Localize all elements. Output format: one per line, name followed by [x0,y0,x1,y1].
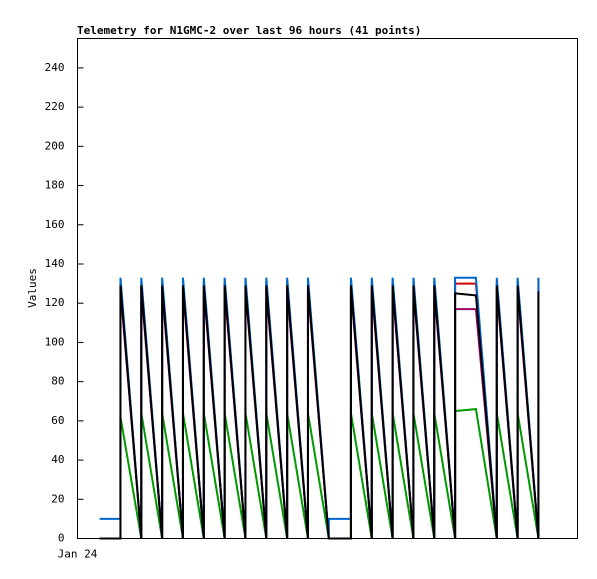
y-tick-label: 120 [45,296,65,309]
y-tick-label: 180 [45,179,65,192]
y-tick-label: 200 [45,139,65,152]
y-axis-label: Values [26,268,39,308]
y-tick-label: 20 [51,492,64,505]
y-tick-label: 80 [51,375,64,388]
y-tick-label: 220 [45,100,65,113]
y-tick-label: 0 [58,532,65,545]
y-tick-label: 100 [45,335,65,348]
y-tick-label: 240 [45,61,65,74]
plot-border [77,38,578,539]
series-line [99,285,540,540]
y-tick-label: 140 [45,257,65,270]
y-tick-label: 60 [51,414,64,427]
chart-title: Telemetry for N1GMC-2 over last 96 hours… [77,24,421,37]
x-tick-label: Jan 24 [58,548,98,561]
y-tick-label: 160 [45,218,65,231]
y-tick-label: 40 [51,453,64,466]
